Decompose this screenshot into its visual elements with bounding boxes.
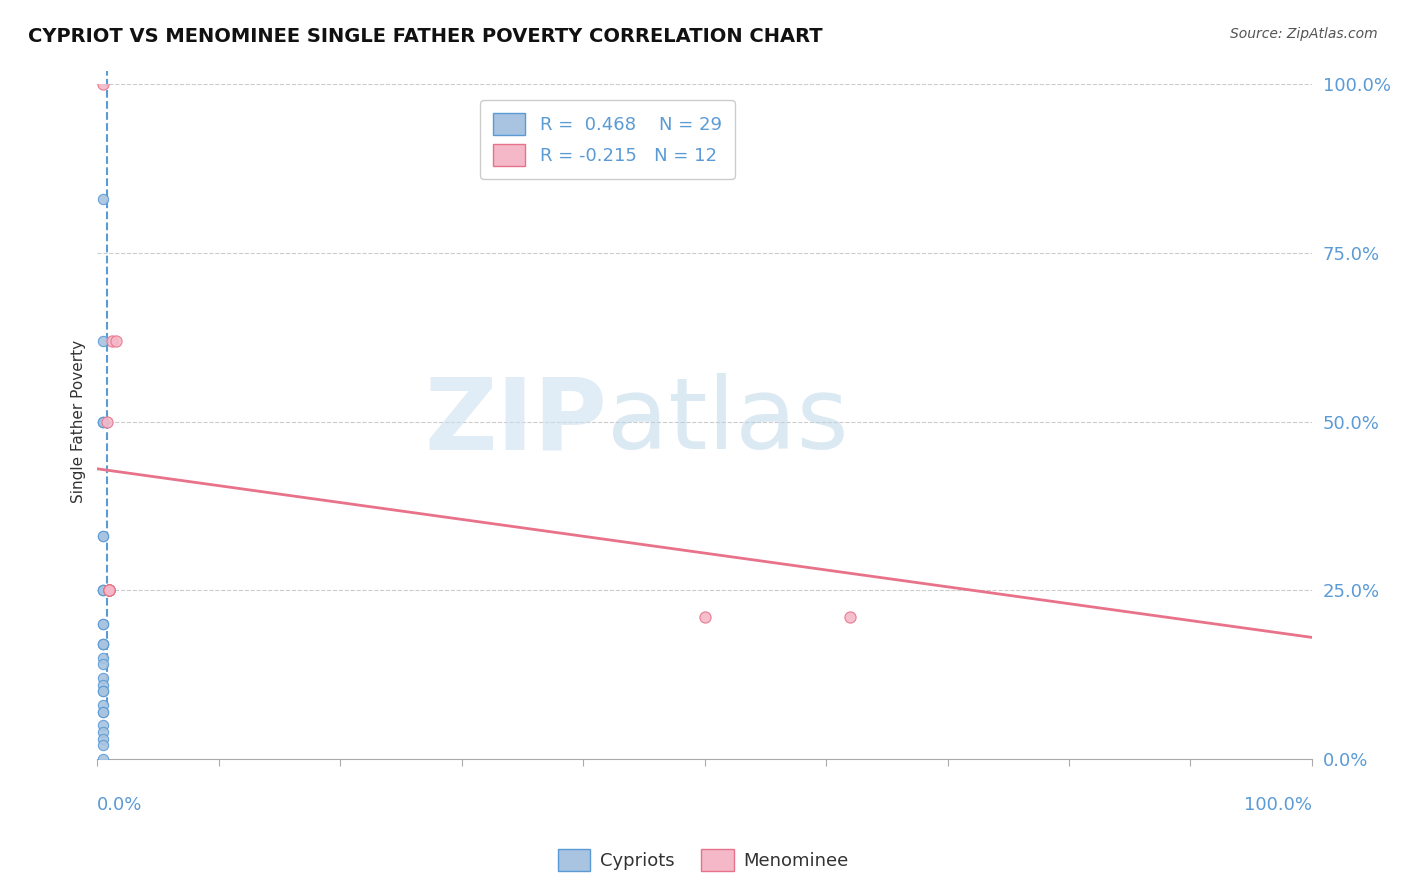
Point: [93, 529, 115, 543]
Point: [98, 583, 121, 598]
Point: [93, 616, 115, 631]
Point: [93, 415, 115, 429]
Point: [98, 583, 121, 598]
Point: [98, 583, 121, 598]
Point: [93, 637, 115, 651]
Point: [93, 637, 115, 651]
Point: [98, 583, 121, 598]
Point: [93, 739, 115, 753]
Point: [93, 684, 115, 698]
Legend: Cypriots, Menominee: Cypriots, Menominee: [551, 842, 855, 879]
Point: [98, 583, 121, 598]
Point: [93, 724, 115, 739]
Point: [93, 78, 115, 92]
Point: [93, 657, 115, 672]
Point: [96, 415, 118, 429]
Point: [93, 415, 115, 429]
Text: ZIP: ZIP: [425, 373, 607, 470]
Text: CYPRIOT VS MENOMINEE SINGLE FATHER POVERTY CORRELATION CHART: CYPRIOT VS MENOMINEE SINGLE FATHER POVER…: [28, 27, 823, 45]
Point: [93, 705, 115, 719]
Point: [101, 334, 124, 348]
Point: [839, 610, 862, 624]
Point: [93, 718, 115, 732]
Point: [93, 529, 115, 543]
Point: [93, 415, 115, 429]
Point: [93, 650, 115, 665]
Point: [93, 671, 115, 685]
Point: [93, 731, 115, 746]
Point: [93, 583, 115, 598]
Y-axis label: Single Father Poverty: Single Father Poverty: [72, 340, 86, 503]
Point: [93, 583, 115, 598]
Text: atlas: atlas: [607, 373, 849, 470]
Text: 0.0%: 0.0%: [97, 796, 143, 814]
Point: [93, 583, 115, 598]
Point: [104, 334, 127, 348]
Point: [93, 334, 115, 348]
Point: [93, 192, 115, 206]
Point: [93, 684, 115, 698]
Point: [93, 616, 115, 631]
Point: [93, 677, 115, 691]
Point: [93, 698, 115, 712]
Text: 100.0%: 100.0%: [1244, 796, 1312, 814]
Point: [93, 705, 115, 719]
Legend: R =  0.468    N = 29, R = -0.215   N = 12: R = 0.468 N = 29, R = -0.215 N = 12: [481, 100, 734, 178]
Point: [98, 583, 121, 598]
Point: [93, 752, 115, 766]
Point: [93, 637, 115, 651]
Text: Source: ZipAtlas.com: Source: ZipAtlas.com: [1230, 27, 1378, 41]
Point: [693, 610, 716, 624]
